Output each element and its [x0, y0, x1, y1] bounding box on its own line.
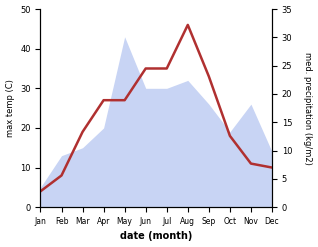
X-axis label: date (month): date (month) — [120, 231, 192, 242]
Y-axis label: med. precipitation (kg/m2): med. precipitation (kg/m2) — [303, 52, 313, 165]
Y-axis label: max temp (C): max temp (C) — [5, 79, 15, 137]
